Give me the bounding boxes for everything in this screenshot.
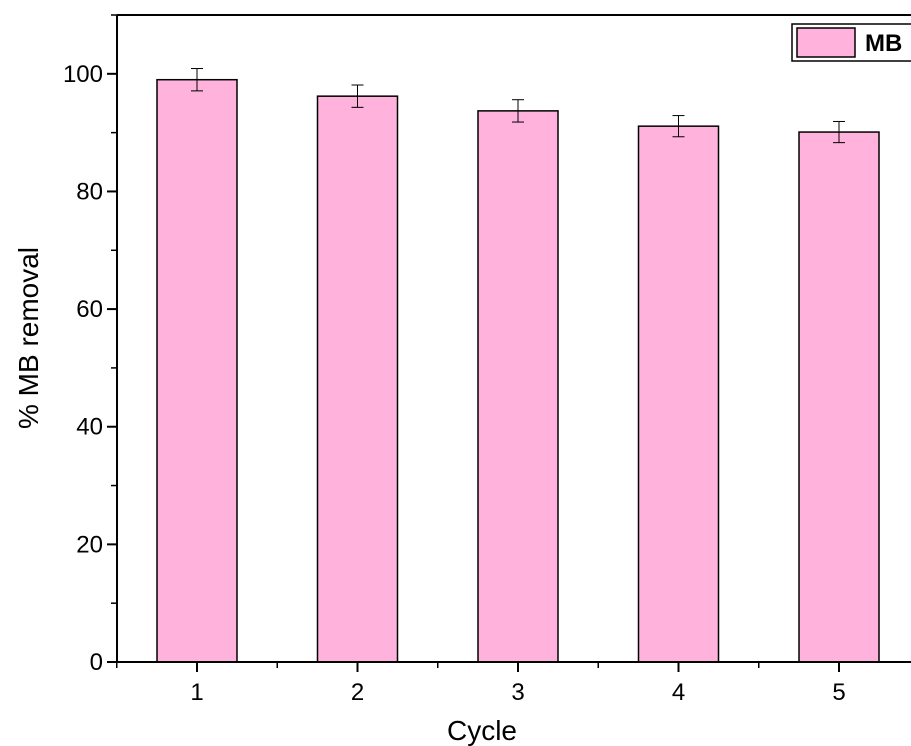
x-tick-label: 2 xyxy=(351,679,364,706)
legend-label-mb: MB xyxy=(865,30,902,57)
bars-group xyxy=(156,78,880,663)
x-tick-label: 1 xyxy=(190,679,203,706)
bar-cycle-5 xyxy=(798,131,880,663)
legend: MB xyxy=(791,23,911,62)
bar-cycle-2 xyxy=(316,95,399,663)
x-tick-label: 4 xyxy=(672,679,685,706)
bar-cycle-3 xyxy=(477,110,559,663)
y-axis-title: % MB removal xyxy=(13,247,44,429)
y-tick-label: 100 xyxy=(63,61,103,88)
x-axis-title: Cycle xyxy=(447,715,517,746)
x-tick-label: 3 xyxy=(511,679,524,706)
y-tick-label: 20 xyxy=(76,531,103,558)
bar-cycle-4 xyxy=(637,125,720,663)
y-ticks-group: 0 20 40 60 80 100 xyxy=(63,14,117,676)
legend-swatch-mb xyxy=(796,27,856,58)
x-ticks-group: 1 2 3 4 5 xyxy=(116,662,846,706)
axes-group xyxy=(116,14,911,663)
x-tick-label: 5 xyxy=(832,679,845,706)
y-tick-label: 60 xyxy=(76,296,103,323)
y-tick-label: 40 xyxy=(76,414,103,441)
error-bars-group xyxy=(191,68,845,144)
bar-cycle-1 xyxy=(156,78,238,663)
y-tick-label: 0 xyxy=(90,649,103,676)
y-tick-label: 80 xyxy=(76,178,103,205)
